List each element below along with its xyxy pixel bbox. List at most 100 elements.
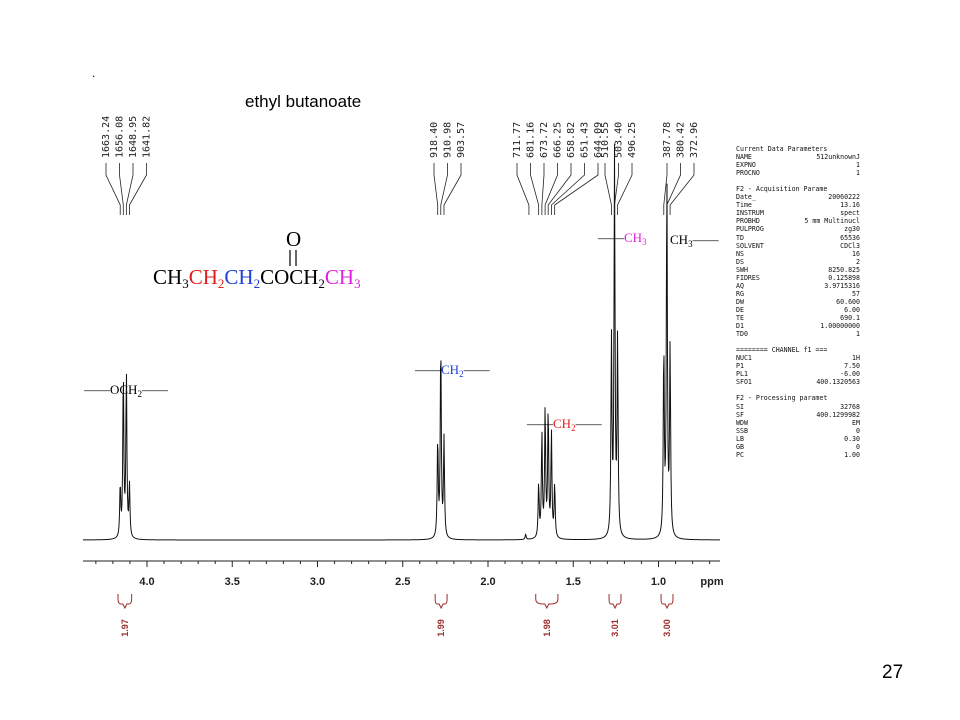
parameter-row <box>736 386 860 394</box>
label-ch3-terminal: CH3—— <box>670 232 719 249</box>
peak-frequency-label: 1648.95 <box>128 116 139 158</box>
parameter-row: GB 0 <box>736 442 860 451</box>
peak-frequency-label: 1656.08 <box>115 116 126 158</box>
parameter-row <box>736 338 860 346</box>
peak-connector-line <box>433 163 439 215</box>
label-och2: ——OCH2—— <box>84 382 168 399</box>
peak-connector-line <box>544 163 558 215</box>
parameter-row: DS 2 <box>736 257 860 266</box>
peak-frequency-label: 644.09 <box>593 122 604 158</box>
parameter-row: Date_ 20060222 <box>736 193 860 202</box>
carbonyl-oxygen: O <box>286 227 302 251</box>
peak-frequency-label: 651.43 <box>580 122 591 158</box>
integral-bracket <box>660 594 674 610</box>
parameter-row: F2 - Acquisition Parame <box>736 185 828 194</box>
peak-connector-line <box>551 163 585 215</box>
peak-frequency-label: 372.96 <box>689 122 700 158</box>
parameter-row: NUC1 1H <box>736 354 860 363</box>
x-tick-label: 3.5 <box>225 576 240 588</box>
parameter-row: TD0 1 <box>736 330 860 339</box>
peak-connector-line <box>443 163 462 215</box>
parameter-row: NAME 512unknownJ <box>736 153 860 162</box>
group-label-text: CH2 <box>441 362 464 379</box>
parameter-row: SWH 8250.825 <box>736 265 860 274</box>
parameter-row: LB 0.30 <box>736 434 860 443</box>
stray-dot: . <box>92 66 96 80</box>
peak-frequency-label: 673.72 <box>539 122 550 158</box>
integral-value: 1.97 <box>120 619 130 637</box>
parameter-row <box>736 177 860 185</box>
parameter-row: PROCNO 1 <box>736 169 860 178</box>
group-label-text: CH2 <box>553 416 576 433</box>
group-label-text: CH3 <box>624 230 647 247</box>
parameter-row: INSTRUM spect <box>736 209 860 218</box>
parameter-row: WDW EM <box>736 418 860 427</box>
peak-frequency-label: 496.25 <box>627 122 638 158</box>
parameter-row: SFO1 400.1320563 <box>736 378 860 387</box>
parameter-row: RG 57 <box>736 289 860 298</box>
peak-connector-line <box>604 163 612 215</box>
formula-part-2: CH2 <box>224 265 261 291</box>
parameter-row: SF 400.1299982 <box>736 410 860 419</box>
parameter-row: F2 - Processing paramet <box>736 394 828 403</box>
peak-frequency-label: 658.82 <box>566 122 577 158</box>
peak-connector-line <box>663 163 668 215</box>
page-number: 27 <box>882 662 904 683</box>
peak-frequency-label: 910.98 <box>443 122 454 158</box>
label-ch2-beta: ——CH2—— <box>527 416 602 433</box>
parameter-row: TD 65536 <box>736 233 860 242</box>
parameter-row: EXPNO 1 <box>736 161 860 170</box>
x-tick-label: 1.5 <box>566 576 581 588</box>
integral-value: 3.00 <box>662 619 672 637</box>
parameter-row: NS 16 <box>736 249 860 258</box>
peak-frequency-label: 387.78 <box>662 122 673 158</box>
peak-connector-line <box>614 163 619 215</box>
parameter-row: SI 32768 <box>736 402 860 411</box>
acquisition-parameters: Current Data Parameters NAME 512unknownJ EX… <box>736 145 860 459</box>
peak-connector-line <box>669 163 695 215</box>
formula-part-3: COCH2 <box>260 265 325 291</box>
parameter-row: PL1 -6.00 <box>736 370 860 379</box>
peak-frequency-label: 918.40 <box>429 122 440 158</box>
peak-connector-line <box>541 163 545 215</box>
parameter-row: PROBHD 5 mm Multinucl <box>736 217 860 226</box>
structural-formula: CH3CH2CH2COCH2CH3 <box>153 265 361 292</box>
x-tick-label: 1.0 <box>651 576 666 588</box>
peak-frequency-label: 681.16 <box>526 122 537 158</box>
integral-bracket <box>434 594 448 610</box>
parameter-row: PULPROG zg30 <box>736 225 860 234</box>
peak-frequency-label: 380.42 <box>676 122 687 158</box>
peak-connector-line <box>129 163 147 215</box>
parameter-row: SOLVENT CDCl3 <box>736 241 860 250</box>
peak-connector-line <box>119 163 124 215</box>
integral-bracket <box>117 594 133 610</box>
spectrum-line <box>82 144 720 541</box>
peak-connector-line <box>554 163 599 215</box>
peak-frequency-label: 503.40 <box>614 122 625 158</box>
peak-connector-line <box>105 163 121 215</box>
parameter-row: Current Data Parameters <box>736 145 828 153</box>
integral-value: 1.98 <box>542 619 552 637</box>
peak-frequency-label: 903.57 <box>456 122 467 158</box>
parameter-row: D1 1.00000000 <box>736 322 860 331</box>
parameter-row: DE 6.00 <box>736 305 860 314</box>
parameter-row: PC 1.00 <box>736 450 860 459</box>
label-ch3-ester: ——CH3 <box>598 230 647 247</box>
integral-bracket <box>535 594 559 610</box>
integral-value: 1.99 <box>436 619 446 637</box>
x-unit-label: ppm <box>700 576 723 588</box>
parameter-row: FIDRES 0.125898 <box>736 273 860 282</box>
x-tick-label: 2.5 <box>395 576 410 588</box>
parameter-row: Time 13.16 <box>736 201 860 210</box>
parameter-row: AQ 3.9715316 <box>736 281 860 290</box>
x-tick-label: 4.0 <box>139 576 154 588</box>
group-label-text: CH3 <box>670 232 693 249</box>
peak-frequency-label: 1641.82 <box>142 116 153 158</box>
label-ch2-alpha: ——CH2—— <box>415 362 490 379</box>
parameter-row: TE 690.1 <box>736 313 860 322</box>
parameter-row: DW 60.600 <box>736 297 860 306</box>
formula-part-1: CH2 <box>188 265 225 291</box>
peak-connector-line <box>125 163 134 215</box>
